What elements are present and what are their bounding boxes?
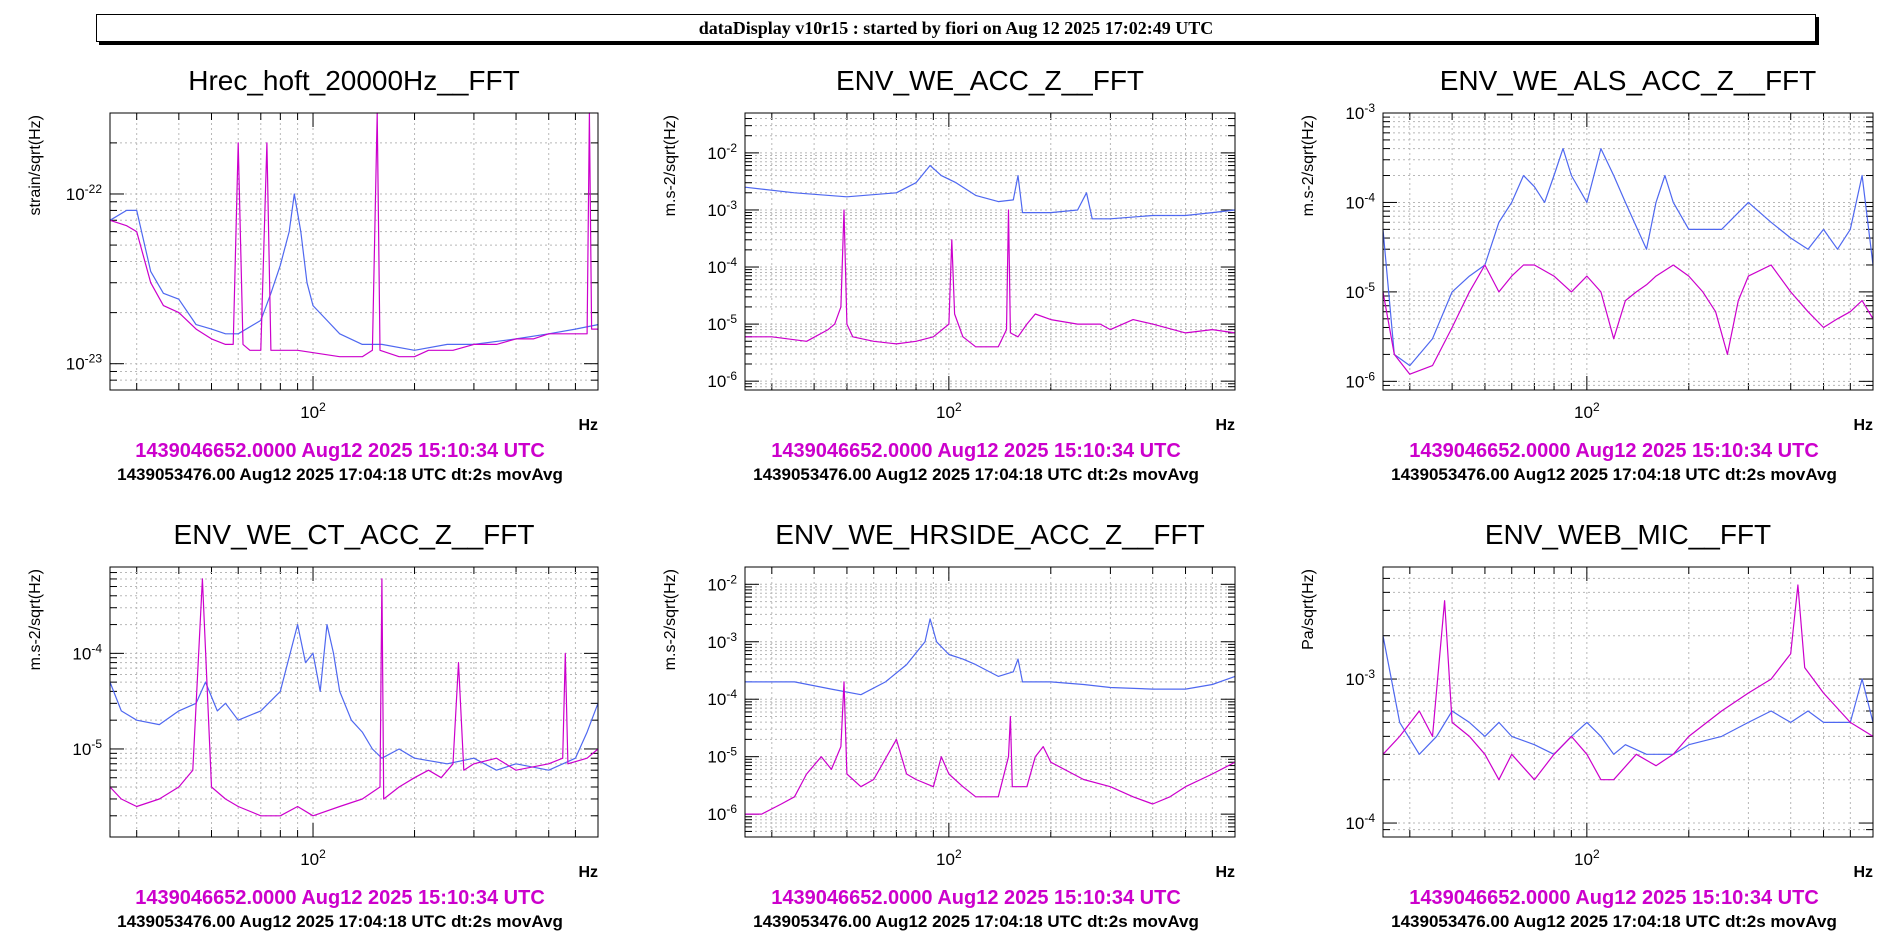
fft-panel: ENV_WE_HRSIDE_ACC_Z__FFT m.s-2/sqrt(Hz) 10…	[662, 519, 1236, 931]
fft-panel: ENV_WE_ALS_ACC_Z__FFT m.s-2/sqrt(Hz) 10-3 1…	[1300, 65, 1874, 484]
y-tick-label: 10-3	[707, 630, 737, 652]
chart-title: ENV_WE_ACC_Z__FFT	[836, 65, 1144, 96]
current-time-label: 1439046652.0000 Aug12 2025 15:10:34 UTC	[1409, 440, 1819, 462]
y-tick-label: 10-5	[707, 745, 737, 767]
reference-time-label: 1439053476.00 Aug12 2025 17:04:18 UTC dt…	[1391, 912, 1837, 931]
y-tick-label: 10-3	[1345, 101, 1375, 123]
chart-title: Hrec_hoft_20000Hz__FFT	[188, 65, 520, 96]
current-spectrum-line	[1382, 264, 1874, 375]
current-time-label: 1439046652.0000 Aug12 2025 15:10:34 UTC	[1409, 887, 1819, 909]
fft-panel: ENV_WEB_MIC__FFT Pa/sqrt(Hz) 10-3 10-4 102 Hz…	[1300, 519, 1874, 931]
current-spectrum-line	[745, 209, 1236, 348]
plot-area	[110, 567, 598, 837]
y-axis-label: m.s-2/sqrt(Hz)	[662, 569, 679, 670]
reference-time-label: 1439053476.00 Aug12 2025 17:04:18 UTC dt…	[753, 465, 1199, 484]
plot-frame	[109, 112, 599, 391]
plot-frame	[1382, 112, 1874, 391]
chart-title: ENV_WE_CT_ACC_Z__FFT	[174, 519, 535, 550]
window-title-banner: dataDisplay v10r15 : started by fiori on…	[96, 14, 1816, 42]
y-tick-label: 10-5	[72, 737, 102, 759]
current-time-label: 1439046652.0000 Aug12 2025 15:10:34 UTC	[135, 440, 545, 462]
plot-area	[1383, 567, 1873, 837]
x-axis-label: Hz	[1853, 864, 1873, 881]
y-axis-label: m.s-2/sqrt(Hz)	[662, 115, 679, 216]
plot-area	[110, 113, 598, 390]
y-tick-label: 10-22	[66, 182, 103, 204]
plot-area	[745, 113, 1235, 390]
x-tick-label: 102	[1574, 847, 1600, 869]
fft-panel: ENV_WE_CT_ACC_Z__FFT m.s-2/sqrt(Hz) 10-4 10…	[27, 519, 599, 931]
y-tick-label: 10-5	[707, 312, 737, 334]
plot-area	[1383, 113, 1873, 390]
y-tick-label: 10-6	[1345, 369, 1375, 391]
current-spectrum-line	[1382, 584, 1874, 781]
y-tick-label: 10-23	[66, 352, 103, 374]
y-tick-label: 10-6	[707, 802, 737, 824]
y-tick-label: 10-4	[1345, 190, 1375, 212]
y-tick-label: 10-6	[707, 369, 737, 391]
reference-time-label: 1439053476.00 Aug12 2025 17:04:18 UTC dt…	[117, 912, 563, 931]
current-spectrum-line	[745, 681, 1236, 815]
y-tick-label: 10-4	[1345, 811, 1375, 833]
reference-spectrum-line	[744, 164, 1236, 220]
x-tick-label: 102	[300, 847, 326, 869]
x-axis-label: Hz	[578, 417, 598, 434]
y-tick-label: 10-3	[1345, 667, 1375, 689]
current-time-label: 1439046652.0000 Aug12 2025 15:10:34 UTC	[771, 440, 1181, 462]
y-axis-label: m.s-2/sqrt(Hz)	[1300, 115, 1317, 216]
x-axis-label: Hz	[578, 864, 598, 881]
chart-title: ENV_WE_ALS_ACC_Z__FFT	[1440, 65, 1817, 96]
y-tick-label: 10-4	[707, 255, 737, 277]
plot-frame	[744, 566, 1236, 838]
reference-spectrum-line	[745, 618, 1236, 696]
y-tick-label: 10-2	[707, 572, 737, 594]
current-spectrum-line	[109, 578, 599, 817]
x-tick-label: 102	[1574, 400, 1600, 422]
reference-spectrum-line	[1382, 148, 1874, 367]
plot-frame	[744, 112, 1236, 391]
y-tick-label: 10-5	[1345, 280, 1375, 302]
y-axis-label: Pa/sqrt(Hz)	[1300, 569, 1317, 650]
reference-spectrum-line	[109, 193, 599, 351]
x-axis-label: Hz	[1853, 417, 1873, 434]
reference-time-label: 1439053476.00 Aug12 2025 17:04:18 UTC dt…	[1391, 465, 1837, 484]
current-time-label: 1439046652.0000 Aug12 2025 15:10:34 UTC	[771, 887, 1181, 909]
x-axis-label: Hz	[1215, 864, 1235, 881]
chart-title: ENV_WEB_MIC__FFT	[1485, 519, 1771, 550]
x-tick-label: 102	[936, 400, 962, 422]
chart-title: ENV_WE_HRSIDE_ACC_Z__FFT	[775, 519, 1204, 550]
plot-frame	[1382, 566, 1874, 838]
current-spectrum-line	[109, 112, 598, 358]
x-tick-label: 102	[300, 400, 326, 422]
y-axis-label: m.s-2/sqrt(Hz)	[27, 569, 44, 670]
fft-panel: Hrec_hoft_20000Hz__FFT strain/sqrt(Hz) 10-…	[27, 65, 599, 484]
reference-time-label: 1439053476.00 Aug12 2025 17:04:18 UTC dt…	[753, 912, 1199, 931]
y-tick-label: 10-2	[707, 141, 737, 163]
x-axis-label: Hz	[1215, 417, 1235, 434]
y-tick-label: 10-4	[72, 641, 102, 663]
reference-time-label: 1439053476.00 Aug12 2025 17:04:18 UTC dt…	[117, 465, 563, 484]
x-tick-label: 102	[936, 847, 962, 869]
reference-spectrum-line	[109, 623, 599, 771]
current-time-label: 1439046652.0000 Aug12 2025 15:10:34 UTC	[135, 887, 545, 909]
y-tick-label: 10-4	[707, 687, 737, 709]
fft-panel: ENV_WE_ACC_Z__FFT m.s-2/sqrt(Hz) 10-2 10-3 1…	[662, 65, 1236, 484]
plot-frame	[109, 566, 599, 838]
y-axis-label: strain/sqrt(Hz)	[27, 115, 44, 215]
reference-spectrum-line	[1382, 635, 1874, 755]
y-tick-label: 10-3	[707, 198, 737, 220]
